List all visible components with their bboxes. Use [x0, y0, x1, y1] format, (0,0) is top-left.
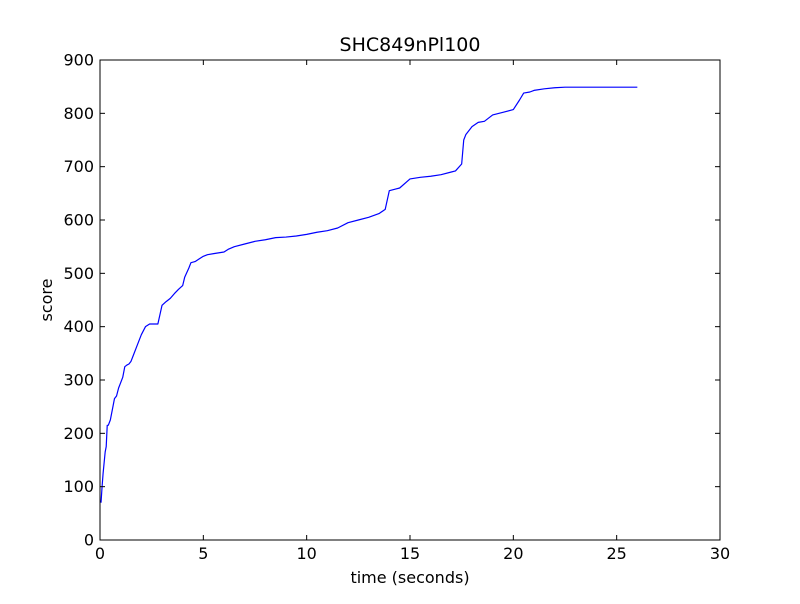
- axes-frame: [99, 59, 721, 541]
- x-tick-label: 15: [400, 544, 420, 563]
- y-tick-label: 300: [63, 371, 94, 390]
- x-tick-label: 25: [606, 544, 626, 563]
- x-axis-label: time (seconds): [350, 568, 469, 587]
- x-tick-label: 20: [503, 544, 523, 563]
- y-tick-label: 600: [63, 211, 94, 230]
- y-tick-label: 500: [63, 264, 94, 283]
- y-tick-label: 400: [63, 317, 94, 336]
- x-tick-label: 10: [296, 544, 316, 563]
- y-tick-label: 0: [84, 531, 94, 550]
- y-tick-label: 200: [63, 424, 94, 443]
- series-line-0: [100, 86, 638, 503]
- y-tick-label: 100: [63, 477, 94, 496]
- x-tick-label: 30: [710, 544, 730, 563]
- x-tick-label: 0: [95, 544, 105, 563]
- x-tick-label: 5: [198, 544, 208, 563]
- y-axis-label: score: [37, 279, 56, 322]
- y-tick-label: 700: [63, 157, 94, 176]
- y-tick-label: 800: [63, 104, 94, 123]
- chart-title: SHC849nPl100: [340, 34, 481, 56]
- y-tick-label: 900: [63, 51, 94, 70]
